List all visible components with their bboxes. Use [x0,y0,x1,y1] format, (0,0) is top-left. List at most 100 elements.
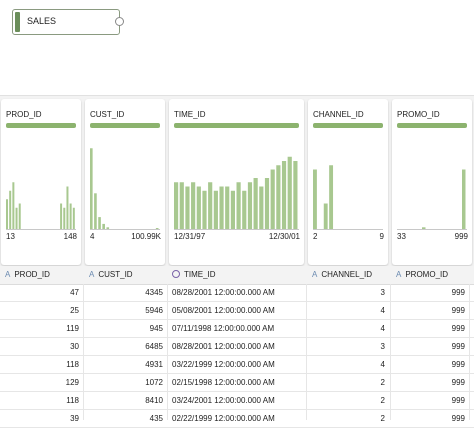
text-type-icon: A [89,270,95,279]
histogram-bar [462,169,466,229]
histogram-bar [15,207,18,229]
column-header-cust-id[interactable]: A CUST_ID [89,266,133,284]
histogram-bar [213,190,218,229]
column-profile-area: PROD_ID 13 148 CUST_ID 4 100.99K TIME_ID… [0,95,474,267]
table-row[interactable]: 129 1072 02/15/1998 12:00:00.000 AM 2 99… [0,374,474,392]
cell-promo-id: 999 [451,324,465,333]
histogram-bar [179,182,184,229]
cell-prod-id: 119 [66,324,79,333]
cell-promo-id: 999 [451,360,465,369]
range-high: 12/30/01 [268,232,300,241]
histogram-bar [264,178,270,229]
data-table-body: 47 4345 08/28/2001 12:00:00.000 AM 3 999… [0,284,474,428]
profile-card-promo-id[interactable]: PROMO_ID 33 999 [392,99,472,265]
histogram-bar [155,228,159,229]
cell-channel-id: 3 [380,342,385,351]
column-header-promo-id[interactable]: A PROMO_ID [396,266,448,284]
histogram-bar [422,227,426,229]
profile-card-prod-id[interactable]: PROD_ID 13 148 [1,99,81,265]
histogram-bar [94,193,97,229]
histogram [397,169,467,230]
profile-card-accent-bar [313,123,383,128]
range-low: 4 [90,232,95,241]
cell-time-id: 07/11/1998 12:00:00.000 AM [172,324,275,333]
profile-card-cust-id[interactable]: CUST_ID 4 100.99K [85,99,165,265]
table-row[interactable]: 47 4345 08/28/2001 12:00:00.000 AM 3 999 [0,284,474,302]
cell-channel-id: 2 [380,396,385,405]
profile-card-title: TIME_ID [174,110,206,119]
text-type-icon: A [396,270,402,279]
profile-card-accent-bar [174,123,299,128]
sales-source-node[interactable]: SALES [12,9,124,35]
cell-promo-id: 999 [451,378,465,387]
table-row[interactable]: 118 4931 03/22/1999 12:00:00.000 AM 4 99… [0,356,474,374]
histogram-bar [72,207,75,229]
cell-time-id: 08/28/2001 12:00:00.000 AM [172,288,275,297]
range-low: 12/31/97 [174,232,206,241]
cell-time-id: 05/08/2001 12:00:00.000 AM [172,306,275,315]
histogram-bar [66,186,69,229]
histogram-bar [63,207,66,229]
histogram-bar [281,161,287,229]
node-accent-bar [15,12,20,32]
column-header-label: CUST_ID [98,270,133,279]
output-port[interactable] [115,17,124,26]
cell-cust-id: 1072 [145,378,163,387]
cell-channel-id: 4 [380,324,385,333]
histogram-bar [230,190,235,229]
histogram [313,165,383,230]
source-node-label: SALES [27,16,57,26]
histogram [90,148,160,230]
cell-cust-id: 5946 [145,306,163,315]
histogram-bar [6,199,8,229]
histogram-bar [98,217,101,229]
cell-channel-id: 4 [380,306,385,315]
histogram-bar [185,186,190,229]
histogram-bar [106,227,110,229]
profile-card-channel-id[interactable]: CHANNEL_ID 2 9 [308,99,388,265]
cell-time-id: 03/24/2001 12:00:00.000 AM [172,396,275,405]
cell-prod-id: 129 [65,378,79,387]
histogram-bar [191,182,196,229]
clock-icon [172,270,180,278]
column-header-label: PROMO_ID [405,270,449,279]
column-divider [167,284,168,420]
histogram-bar [9,190,12,229]
cell-prod-id: 47 [70,288,79,297]
profile-card-time-id[interactable]: TIME_ID 12/31/97 12/30/01 [169,99,304,265]
histogram-bar [236,182,241,229]
table-row[interactable]: 39 435 02/22/1999 12:00:00.000 AM 2 999 [0,410,474,428]
cell-cust-id: 4345 [145,288,163,297]
column-divider [306,284,307,420]
profile-card-title: PROD_ID [6,110,42,119]
cell-promo-id: 999 [451,288,465,297]
histogram-bar [219,186,224,229]
table-row[interactable]: 118 8410 03/24/2001 12:00:00.000 AM 2 99… [0,392,474,410]
cell-cust-id: 4931 [145,360,163,369]
column-header-prod-id[interactable]: A PROD_ID [5,266,50,284]
histogram-bar [270,169,275,229]
column-header-channel-id[interactable]: A CHANNEL_ID [312,266,372,284]
table-row[interactable]: 119 945 07/11/1998 12:00:00.000 AM 4 999 [0,320,474,338]
cell-prod-id: 118 [66,360,79,369]
table-row[interactable]: 25 5946 05/08/2001 12:00:00.000 AM 4 999 [0,302,474,320]
cell-channel-id: 3 [380,288,385,297]
column-header-time-id[interactable]: TIME_ID [172,266,216,284]
range-high: 999 [454,232,468,241]
histogram [174,156,299,230]
profile-card-title: CHANNEL_ID [313,110,364,119]
cell-prod-id: 25 [70,306,79,315]
cell-channel-id: 4 [380,360,385,369]
table-row[interactable]: 30 6485 08/28/2001 12:00:00.000 AM 3 999 [0,338,474,356]
column-header-label: TIME_ID [184,270,216,279]
histogram-bar [247,182,253,229]
cell-promo-id: 999 [451,306,465,315]
histogram-bar [69,203,72,229]
histogram-bar [329,165,334,229]
range-high: 9 [379,232,384,241]
cell-cust-id: 8410 [145,396,163,405]
profile-card-title: PROMO_ID [397,110,440,119]
cell-channel-id: 2 [380,378,385,387]
histogram-bar [90,148,93,229]
